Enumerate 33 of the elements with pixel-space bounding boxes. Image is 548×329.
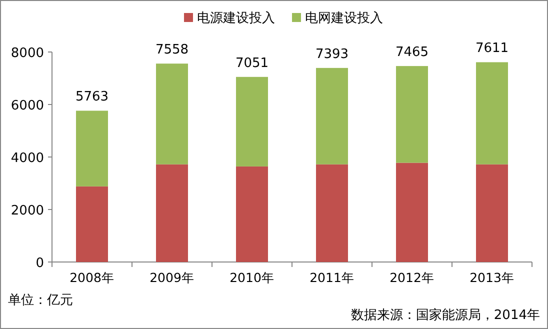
bar: [476, 62, 508, 164]
y-tick-label: 4000: [10, 151, 44, 166]
x-tick-label: 2013年: [470, 270, 514, 285]
x-tick-label: 2008年: [70, 270, 114, 285]
bar: [316, 164, 348, 262]
bar: [396, 162, 428, 262]
source-note: 数据来源：国家能源局，2014年: [350, 307, 540, 323]
bar: [476, 164, 508, 262]
y-tick-label: 8000: [10, 46, 44, 61]
text: 单位：亿元: [8, 293, 73, 308]
x-tick-label: 2010年: [230, 270, 274, 285]
total-label: 7558: [155, 42, 189, 58]
bar: [396, 66, 428, 163]
y-tick-label: 0: [36, 256, 44, 271]
bar: [76, 110, 108, 186]
total-label: 7393: [315, 46, 349, 62]
total-label: 5763: [75, 90, 109, 105]
total-label: 7611: [475, 41, 509, 56]
y-tick-label: 6000: [10, 98, 44, 114]
bar: [316, 68, 348, 164]
bar: [76, 186, 108, 262]
bar: [236, 166, 268, 262]
y-tick-label: 2000: [10, 204, 44, 218]
legend-label: 电源建设投入: [197, 11, 275, 26]
x-tick-label: 2009年: [150, 270, 194, 285]
bar: [156, 164, 188, 262]
total-label: 7465: [395, 45, 429, 60]
x-tick-label: 2012年: [390, 270, 434, 285]
bar: [236, 76, 268, 166]
legend-label: 电网建设投入: [305, 11, 383, 26]
bar: [156, 64, 188, 164]
total-label: 7051: [235, 56, 269, 71]
x-tick-label: 2011年: [310, 270, 354, 285]
